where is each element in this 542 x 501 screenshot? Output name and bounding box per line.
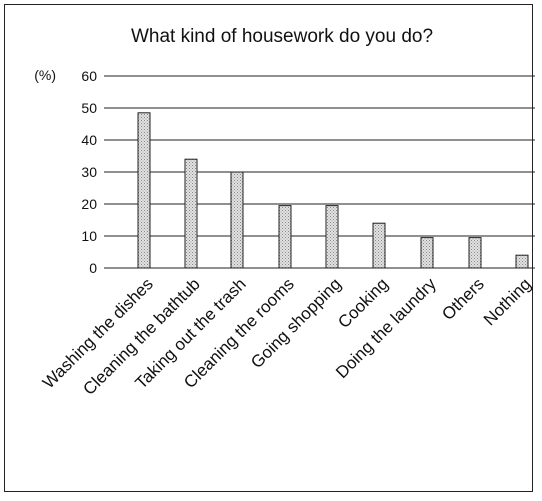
y-tick-label: 50	[81, 100, 97, 116]
y-unit-label: (%)	[34, 67, 56, 83]
y-tick-label: 30	[81, 164, 97, 180]
bar-0	[137, 112, 151, 269]
y-tick-label: 40	[81, 132, 97, 148]
bar-2	[230, 171, 244, 269]
bar-1	[184, 158, 198, 269]
y-tick-label: 0	[89, 260, 97, 276]
bar-4	[325, 205, 339, 269]
x-tick-label: Nothing	[480, 274, 535, 329]
bar-3	[278, 205, 292, 269]
bar-6	[420, 237, 434, 269]
y-tick-label: 20	[81, 196, 97, 212]
y-tick-label: 60	[81, 68, 97, 84]
gridlines	[104, 75, 535, 269]
chart-title: What kind of housework do you do?	[131, 26, 433, 47]
y-tick-labels: 0 10 20 30 40 50 60	[81, 68, 97, 276]
bars	[137, 112, 529, 269]
chart-frame	[4, 4, 533, 492]
bar-7	[468, 237, 482, 269]
bar-5	[372, 222, 386, 269]
bar-8	[515, 254, 529, 269]
y-tick-label: 10	[81, 228, 97, 244]
